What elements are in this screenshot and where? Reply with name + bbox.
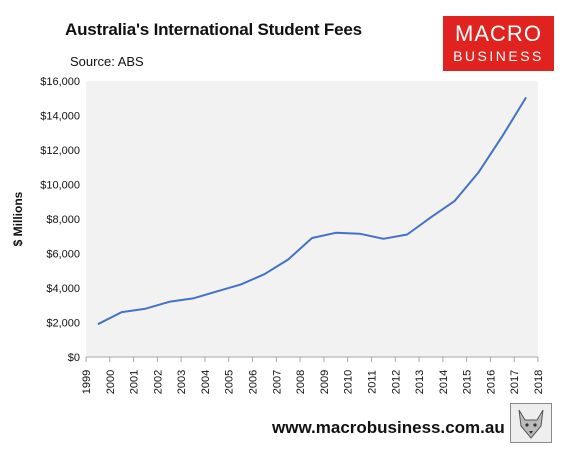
x-tick-label: 2015: [462, 370, 474, 394]
macrobusiness-logo: MACRO BUSINESS: [443, 16, 554, 71]
y-tick-label: $0: [68, 352, 80, 364]
x-tick-label: 2002: [152, 370, 164, 394]
x-tick-label: 2008: [295, 370, 307, 394]
x-tick-label: 2014: [438, 370, 450, 394]
x-tick-label: 2012: [390, 370, 402, 394]
footer-url: www.macrobusiness.com.au: [272, 418, 505, 437]
x-tick-label: 2018: [533, 370, 545, 394]
x-tick-label: 1999: [81, 370, 93, 394]
x-tick-label: 2017: [509, 370, 521, 394]
y-tick-label: $4,000: [46, 283, 80, 295]
y-tick-label: $2,000: [46, 318, 80, 330]
x-tick-label: 2003: [176, 370, 188, 394]
x-tick-label: 2004: [200, 370, 212, 394]
y-tick-label: $14,000: [40, 111, 80, 123]
x-tick-label: 2001: [129, 370, 141, 394]
plot-area: [86, 81, 538, 357]
x-tick-label: 2006: [248, 370, 260, 394]
x-tick-label: 2013: [414, 370, 426, 394]
y-tick-label: $12,000: [40, 145, 80, 157]
chart-subtitle: Source: ABS: [70, 54, 144, 69]
y-tick-label: $10,000: [40, 180, 80, 192]
x-tick-label: 2009: [319, 370, 331, 394]
y-axis-label: $ Millions: [11, 191, 25, 246]
x-tick-label: 2005: [224, 370, 236, 394]
logo-line-macro: MACRO: [455, 21, 542, 46]
x-tick-label: 2007: [271, 370, 283, 394]
chart-title: Australia's International Student Fees: [65, 20, 362, 39]
logo-line-business: BUSINESS: [453, 48, 544, 64]
y-tick-label: $8,000: [46, 214, 80, 226]
x-tick-label: 2011: [366, 370, 378, 394]
y-tick-label: $16,000: [40, 76, 80, 88]
x-tick-label: 2016: [485, 370, 497, 394]
series-line: [97, 96, 527, 326]
y-tick-label: $6,000: [46, 249, 80, 261]
fox-icon: [510, 403, 552, 443]
x-tick-label: 2010: [343, 370, 355, 394]
x-tick-label: 2000: [105, 370, 117, 394]
